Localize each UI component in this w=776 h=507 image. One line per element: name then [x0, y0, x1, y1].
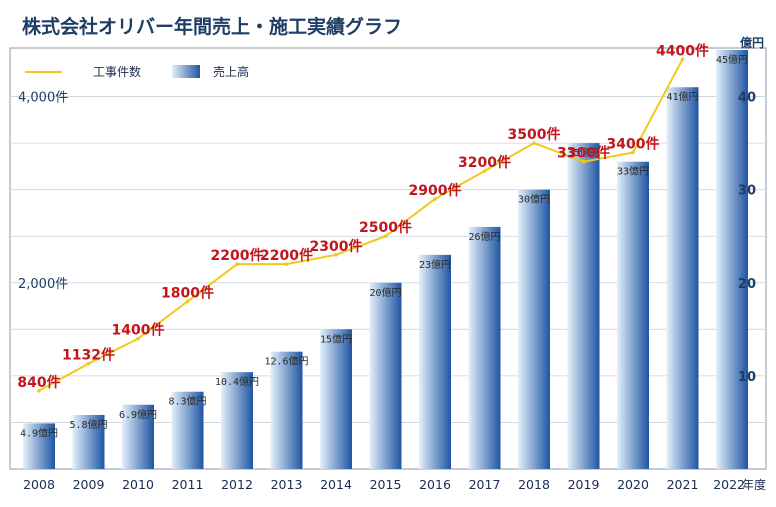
bar-2015: [369, 282, 402, 469]
x-axis-unit: 年度: [742, 477, 766, 492]
construction-count-point: [136, 336, 140, 341]
construction-count-label: 3400件: [607, 135, 660, 152]
bar-2018: [518, 189, 550, 469]
construction-count-line: [38, 58, 684, 392]
right-axis-tick-label: 40: [738, 91, 756, 106]
construction-count-point: [334, 253, 338, 257]
construction-count-label: 1132件: [62, 347, 115, 364]
x-axis-tick-label: 2012: [221, 477, 253, 492]
right-axis-tick-label: 20: [738, 277, 756, 292]
bar-2008: [23, 423, 55, 469]
bar-value-label: 33億円: [617, 165, 649, 178]
bar-2011: [171, 391, 204, 469]
bar-value-label: 10.4億円: [215, 375, 259, 388]
bar-value-label: 26億円: [468, 230, 500, 243]
bar-value-label: 35億円: [567, 146, 599, 159]
x-axis-tick-label: 2016: [419, 477, 451, 492]
x-axis-tick-label: 2008: [23, 477, 55, 492]
construction-count-point: [86, 361, 91, 366]
construction-count-point: [185, 299, 190, 304]
right-axis-tick-label: 10: [738, 370, 756, 385]
bar-2012: [221, 372, 253, 469]
x-axis-tick-label: 2019: [568, 477, 600, 492]
legend-bar-swatch: [172, 65, 200, 78]
bar-2013: [270, 351, 303, 469]
x-axis-tick-label: 2013: [271, 477, 303, 492]
construction-count-label: 3200件: [458, 154, 511, 171]
construction-count-point: [680, 57, 685, 62]
bar-value-label: 8.3億円: [168, 395, 206, 408]
construction-count-point: [532, 141, 536, 145]
x-axis-tick-label: 2011: [172, 477, 204, 492]
chart-title: 株式会社オリバー年間売上・施工実績グラフ: [22, 15, 402, 38]
legend-bar-label: 売上高: [213, 64, 249, 79]
construction-count-point: [581, 159, 586, 164]
construction-count-point: [37, 388, 41, 393]
bar-2014: [320, 329, 352, 469]
construction-count-label: 2200件: [260, 247, 313, 264]
bar-2016: [419, 254, 451, 469]
construction-count-label: 840件: [17, 374, 60, 391]
construction-count-label: 3500件: [508, 126, 561, 143]
line-series: [37, 57, 685, 393]
bar-value-label: 4.9億円: [20, 426, 58, 439]
construction-count-label: 2300件: [310, 238, 363, 255]
construction-count-label: 1400件: [112, 322, 165, 339]
bar-value-label: 30億円: [518, 193, 550, 206]
x-axis-tick-label: 2009: [73, 477, 105, 492]
x-axis-tick-label: 2020: [617, 477, 649, 492]
bar-2010: [122, 404, 154, 469]
bar-2021: [666, 87, 699, 469]
x-axis-tick-label: 2010: [122, 477, 154, 492]
right-axis-unit: 億円: [740, 35, 764, 50]
x-axis-tick-label: 2015: [370, 477, 402, 492]
data-labels: 4.9億円 5.8億円 6.9億円 8.3億円 10.4億円 12.6億円 15億円 20億円…: [17, 42, 748, 439]
bar-2022: [716, 50, 748, 469]
bar-value-label: 5.8億円: [69, 418, 107, 431]
construction-count-label: 1800件: [161, 284, 214, 301]
construction-count-point: [482, 169, 487, 173]
construction-count-point: [383, 234, 388, 239]
left-axis-tick-label: 2,000件: [18, 277, 68, 292]
construction-count-label: 3300件: [557, 145, 610, 162]
x-axis-tick-label: 2018: [518, 477, 550, 492]
bar-series: [23, 50, 748, 469]
bar-2009: [72, 414, 105, 469]
construction-count-label: 2900件: [409, 182, 462, 199]
construction-count-point: [235, 262, 239, 266]
legend: 工事件数 売上高: [25, 64, 249, 79]
x-axis-tick-label: 2017: [469, 477, 501, 492]
construction-count-point: [433, 197, 437, 201]
legend-line-label: 工事件数: [93, 64, 141, 79]
x-axis-tick-label: 2022: [713, 477, 745, 492]
bar-2020: [617, 161, 649, 469]
construction-count-label: 4400件: [656, 42, 709, 59]
axes: 2,000件 4,000件 10 20 30 40 2008 2009 2010 2011 2012…: [18, 91, 756, 492]
construction-count-point: [284, 262, 289, 266]
bar-value-label: 23億円: [419, 258, 451, 271]
bar-2019: [567, 143, 600, 469]
bar-value-label: 6.9億円: [119, 408, 157, 421]
construction-count-point: [631, 150, 635, 155]
construction-count-label: 2200件: [211, 247, 264, 264]
bar-value-label: 45億円: [716, 53, 748, 66]
x-axis-tick-label: 2014: [320, 477, 352, 492]
right-axis-tick-label: 30: [738, 184, 756, 199]
bar-value-label: 41億円: [666, 90, 698, 103]
bar-value-label: 20億円: [369, 286, 401, 299]
bar-value-label: 15億円: [320, 332, 352, 345]
x-axis-tick-label: 2021: [667, 477, 699, 492]
construction-count-label: 2500件: [359, 219, 412, 236]
left-axis-tick-label: 4,000件: [18, 91, 68, 106]
bar-value-label: 12.6億円: [264, 355, 308, 368]
bar-2017: [468, 226, 501, 469]
